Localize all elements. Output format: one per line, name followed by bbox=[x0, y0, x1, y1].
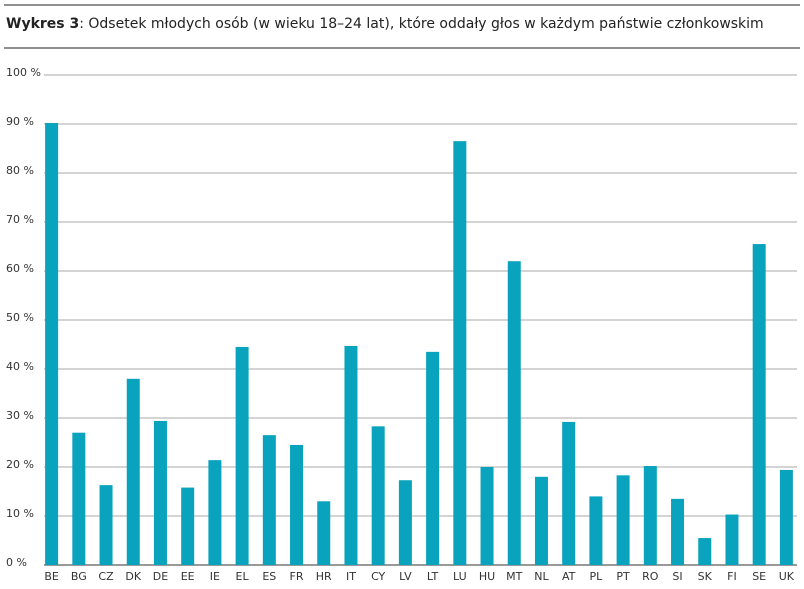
x-tick-label: SE bbox=[752, 570, 766, 583]
x-tick-label: NL bbox=[534, 570, 549, 583]
x-tick-label: ES bbox=[262, 570, 276, 583]
x-tick-label: CY bbox=[371, 570, 385, 583]
bar bbox=[534, 476, 548, 565]
bar bbox=[398, 480, 412, 565]
y-tick-label: 50 % bbox=[6, 311, 34, 324]
bar bbox=[153, 420, 167, 565]
bar bbox=[752, 244, 766, 566]
y-tick-label: 0 % bbox=[6, 556, 27, 569]
x-tick-label: IT bbox=[346, 570, 356, 583]
bar bbox=[698, 538, 712, 565]
y-tick-label: 10 % bbox=[6, 507, 34, 520]
bar bbox=[317, 501, 331, 565]
bar bbox=[208, 460, 222, 565]
x-tick-label: FI bbox=[727, 570, 737, 583]
bar bbox=[45, 123, 59, 566]
y-tick-label: 60 % bbox=[6, 262, 34, 275]
bar bbox=[507, 261, 521, 565]
bar bbox=[181, 487, 195, 565]
bar bbox=[126, 378, 140, 565]
x-tick-label: SK bbox=[698, 570, 713, 583]
x-tick-label: SI bbox=[672, 570, 682, 583]
x-tick-label: BE bbox=[44, 570, 59, 583]
x-tick-label: DK bbox=[125, 570, 141, 583]
x-tick-label: EE bbox=[181, 570, 195, 583]
title-text: : Odsetek młodych osób (w wieku 18–24 la… bbox=[79, 16, 763, 32]
bar bbox=[262, 435, 276, 565]
x-tick-label: PT bbox=[616, 570, 630, 583]
x-tick-label: EL bbox=[236, 570, 250, 583]
y-tick-label: 40 % bbox=[6, 360, 34, 373]
x-tick-label: UK bbox=[779, 570, 795, 583]
bar bbox=[779, 469, 793, 565]
x-tick-label: FR bbox=[290, 570, 304, 583]
bar bbox=[371, 426, 385, 565]
x-tick-label: CZ bbox=[98, 570, 114, 583]
x-tick-label: MT bbox=[506, 570, 522, 583]
x-tick-label: LU bbox=[453, 570, 467, 583]
y-tick-label: 20 % bbox=[6, 458, 34, 471]
bar bbox=[725, 514, 739, 565]
x-tick-label: LT bbox=[427, 570, 439, 583]
x-tick-label: RO bbox=[642, 570, 659, 583]
bar bbox=[643, 466, 657, 565]
bar bbox=[589, 496, 603, 565]
y-tick-label: 90 % bbox=[6, 115, 34, 128]
bar bbox=[344, 345, 358, 565]
x-tick-label: HU bbox=[479, 570, 495, 583]
bar bbox=[616, 475, 630, 565]
title-label: Wykres 3 bbox=[6, 16, 79, 32]
bar bbox=[99, 485, 113, 565]
x-tick-label: HR bbox=[316, 570, 332, 583]
y-tick-label: 100 % bbox=[6, 66, 41, 79]
x-tick-label: AT bbox=[562, 570, 576, 583]
x-tick-label: DE bbox=[153, 570, 168, 583]
bar bbox=[480, 467, 494, 565]
bar bbox=[235, 346, 249, 565]
x-tick-label: BG bbox=[71, 570, 87, 583]
bar bbox=[671, 498, 685, 565]
bar bbox=[426, 351, 440, 565]
bar bbox=[290, 444, 304, 565]
chart-title: Wykres 3: Odsetek młodych osób (w wieku … bbox=[6, 16, 764, 32]
y-tick-label: 30 % bbox=[6, 409, 34, 422]
x-tick-label: LV bbox=[399, 570, 412, 583]
x-tick-label: PL bbox=[590, 570, 604, 583]
x-tick-label: IE bbox=[210, 570, 220, 583]
bar bbox=[562, 421, 576, 565]
y-tick-label: 70 % bbox=[6, 213, 34, 226]
y-tick-label: 80 % bbox=[6, 164, 34, 177]
bar bbox=[453, 141, 467, 565]
bar bbox=[72, 432, 86, 565]
